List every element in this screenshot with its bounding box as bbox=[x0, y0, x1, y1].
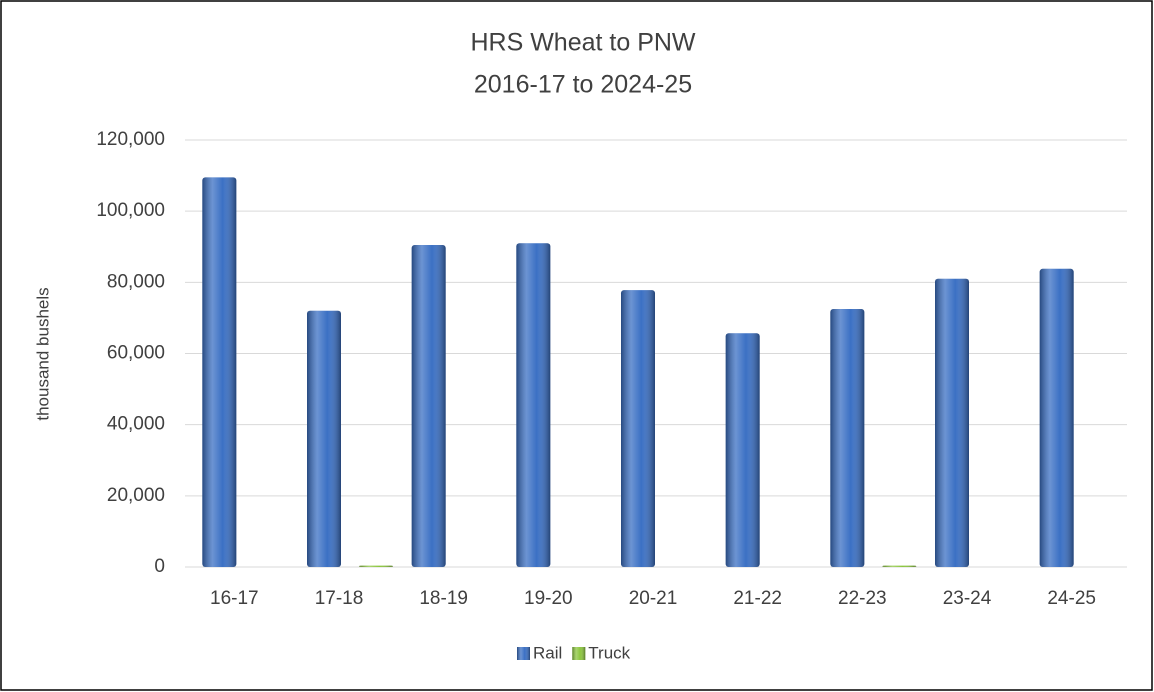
legend-label: Truck bbox=[588, 643, 630, 662]
x-tick-label: 16-17 bbox=[210, 588, 259, 609]
x-tick-label: 18-19 bbox=[419, 588, 468, 609]
x-tick-label: 22-23 bbox=[838, 588, 887, 609]
x-tick-label: 19-20 bbox=[524, 588, 573, 609]
x-tick-label: 17-18 bbox=[315, 588, 364, 609]
legend-swatch-shade bbox=[572, 647, 586, 660]
y-tick-label: 40,000 bbox=[107, 414, 165, 435]
y-tick-label: 0 bbox=[154, 556, 165, 577]
chart-subtitle: 2016-17 to 2024-25 bbox=[474, 71, 692, 99]
x-tick-label: 23-24 bbox=[943, 588, 992, 609]
x-tick-label: 21-22 bbox=[733, 588, 782, 609]
bar bbox=[725, 333, 760, 567]
bar bbox=[359, 565, 393, 567]
y-tick-label: 100,000 bbox=[96, 200, 165, 221]
legend-label: Rail bbox=[533, 643, 562, 662]
bar bbox=[830, 309, 865, 567]
bar bbox=[202, 177, 237, 568]
y-tick-label: 60,000 bbox=[107, 343, 165, 364]
y-tick-label: 80,000 bbox=[107, 271, 165, 292]
y-tick-label: 20,000 bbox=[107, 485, 165, 506]
bar bbox=[307, 310, 341, 567]
bar bbox=[411, 244, 446, 568]
legend-swatch-shade bbox=[517, 647, 530, 660]
y-axis-title: thousand bushels bbox=[33, 287, 52, 420]
chart-title: HRS Wheat to PNW bbox=[470, 29, 695, 57]
bar bbox=[516, 243, 551, 568]
bar bbox=[1039, 268, 1074, 567]
bar bbox=[621, 290, 655, 567]
x-tick-label: 24-25 bbox=[1047, 588, 1096, 609]
bar bbox=[935, 278, 969, 567]
y-tick-label: 120,000 bbox=[96, 129, 165, 150]
x-tick-label: 20-21 bbox=[629, 588, 678, 609]
bar bbox=[882, 565, 917, 567]
